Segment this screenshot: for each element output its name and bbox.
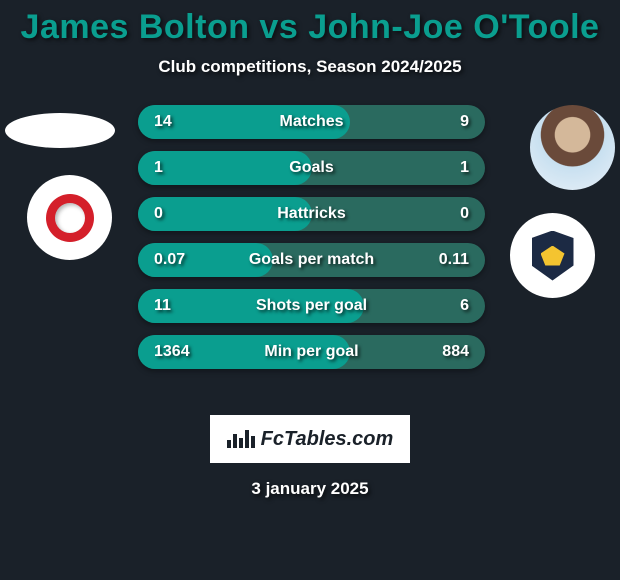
stat-label: Goals [138, 159, 485, 177]
comparison-card: James Bolton vs John-Joe O'Toole Club co… [0, 0, 620, 499]
stat-value-right: 0 [460, 205, 469, 223]
stat-label: Goals per match [138, 251, 485, 269]
stat-label: Matches [138, 113, 485, 131]
fctables-logo: FcTables.com [210, 415, 410, 463]
stat-value-right: 9 [460, 113, 469, 131]
stat-value-right: 6 [460, 297, 469, 315]
page-title: James Bolton vs John-Joe O'Toole [0, 8, 620, 47]
subtitle: Club competitions, Season 2024/2025 [0, 57, 620, 77]
player2-avatar [530, 105, 615, 190]
stat-row: 1Goals1 [138, 151, 485, 185]
logo-bars-icon [227, 430, 255, 448]
stat-value-right: 884 [442, 343, 469, 361]
stats-list: 14Matches9 1Goals1 0Hattricks0 0.07Goals pe… [138, 105, 485, 381]
stat-row: 1364Min per goal884 [138, 335, 485, 369]
stat-value-right: 0.11 [439, 251, 469, 269]
date-text: 3 january 2025 [0, 479, 620, 499]
stat-row: 0Hattricks0 [138, 197, 485, 231]
player1-club-badge [27, 175, 112, 260]
logo-text: FcTables.com [261, 428, 394, 451]
stat-row: 11Shots per goal6 [138, 289, 485, 323]
player1-avatar [5, 113, 115, 148]
stat-label: Hattricks [138, 205, 485, 223]
stat-label: Shots per goal [138, 297, 485, 315]
player2-club-badge [510, 213, 595, 298]
stat-label: Min per goal [138, 343, 485, 361]
stat-row: 0.07Goals per match0.11 [138, 243, 485, 277]
main-area: 14Matches9 1Goals1 0Hattricks0 0.07Goals pe… [0, 105, 620, 395]
stat-row: 14Matches9 [138, 105, 485, 139]
stat-value-right: 1 [460, 159, 469, 177]
